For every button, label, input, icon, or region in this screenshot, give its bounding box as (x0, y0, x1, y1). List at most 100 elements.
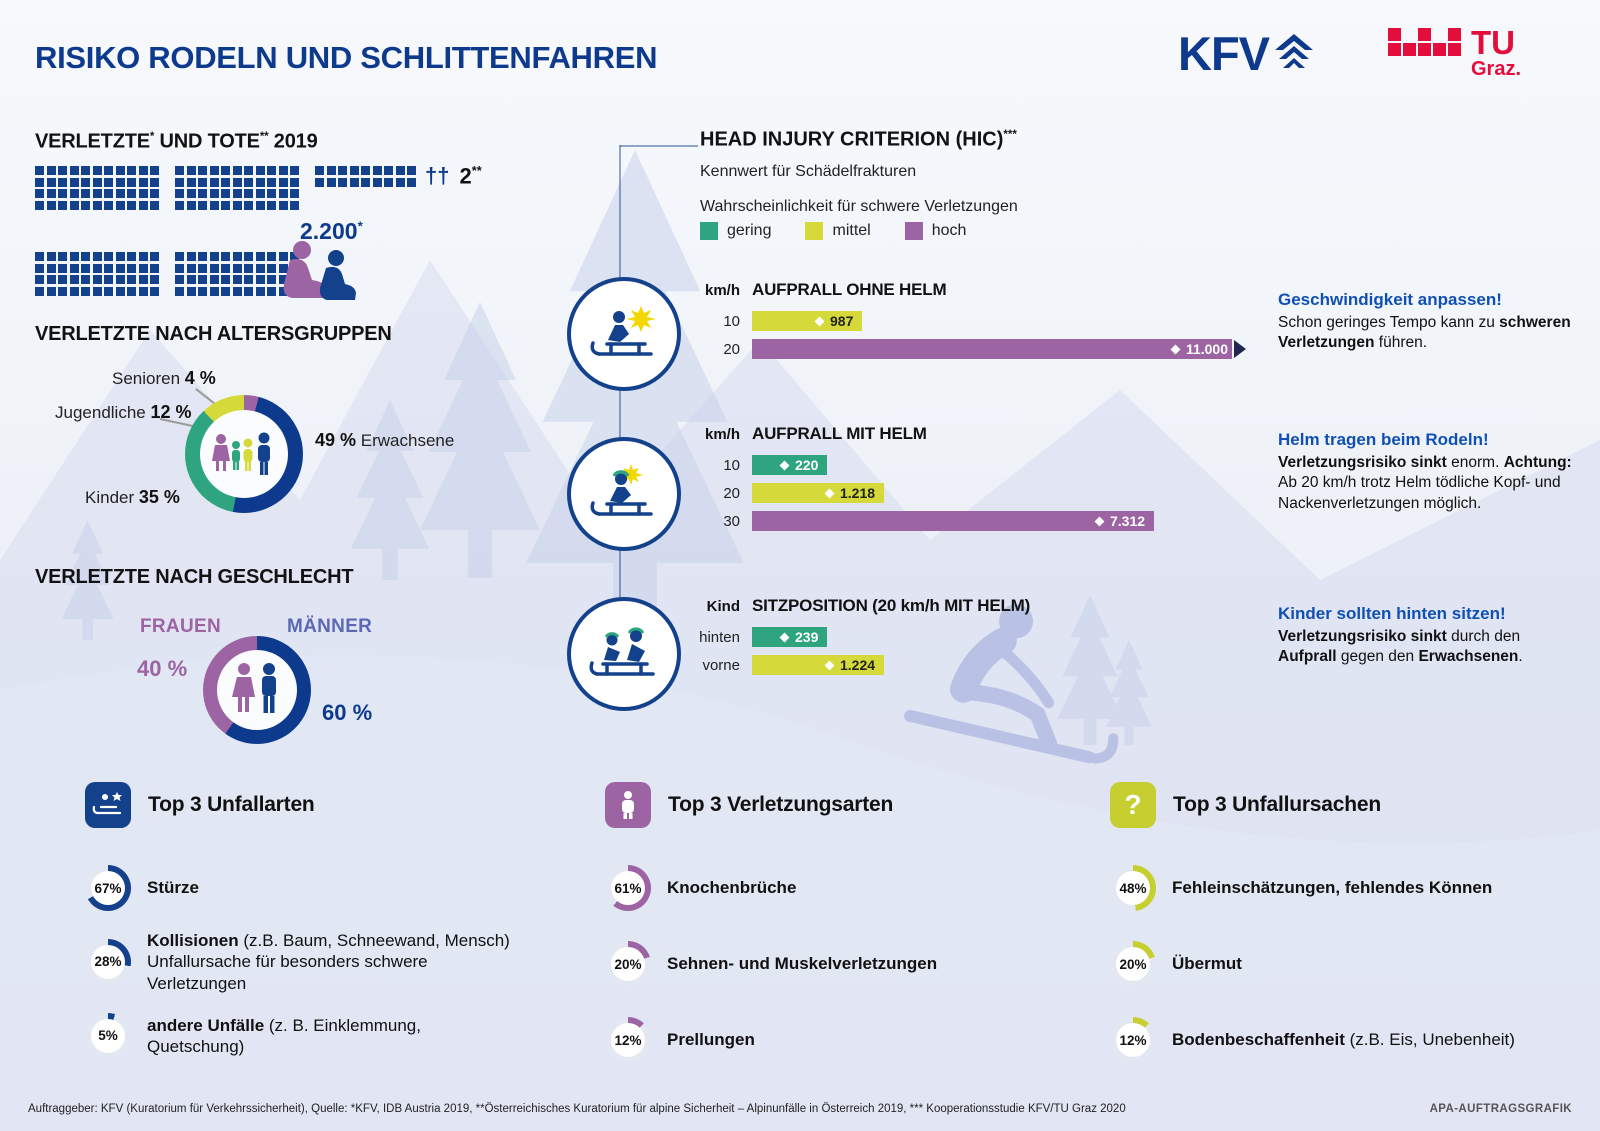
chart-title: AUFPRALL OHNE HELM (752, 280, 947, 299)
age-label-value: 35 % (138, 487, 180, 507)
item-text: andere Unfälle (z. B. Einklemmung, Quets… (147, 1015, 421, 1056)
legend-label: gering (727, 222, 772, 239)
list-item: 20% Übermut (1110, 941, 1580, 987)
question-mark-glyph: ? (1124, 789, 1142, 820)
percentage-ring: 20% (1110, 941, 1156, 987)
item-text: Prellungen (667, 1030, 755, 1050)
injured-person-icon (605, 782, 651, 828)
section-title: Top 3 Unfallarten (148, 793, 315, 816)
footnote-marker: ** (259, 130, 269, 143)
item-text: Stürze (147, 878, 199, 898)
source-credit: Auftraggeber: KFV (Kuratorium für Verkeh… (28, 1103, 1126, 1115)
legend-title: Wahrscheinlichkeit für schwere Verletzun… (700, 198, 1018, 215)
donut-hole (200, 410, 288, 498)
bar-row: hinten 239 (685, 627, 1252, 647)
bar-label: 10 (723, 312, 740, 330)
sled-accident-icon (85, 782, 131, 828)
deaths-count: †† 2** (425, 163, 482, 189)
list-item: 12% Prellungen (605, 1017, 1065, 1063)
frauen-value: 40 % (137, 656, 188, 681)
item-text: Kollisionen (z.B. Baum, Schneewand, Mens… (147, 931, 510, 993)
age-groups-donut-chart (185, 395, 303, 513)
bar (752, 655, 817, 675)
bar-label: 30 (723, 512, 740, 530)
sled-crash-no-helmet-icon (567, 277, 681, 391)
chart-title: SITZPOSITION (20 km/h MIT HELM) (752, 596, 1031, 615)
family-icon (212, 432, 270, 475)
chart-header: km/h AUFPRALL MIT HELM (685, 424, 1252, 444)
risk-legend: gering mittel hoch (700, 222, 966, 240)
overflow-arrow-icon (1234, 340, 1246, 358)
item-text: Übermut (1172, 954, 1242, 974)
bar-track: 987 (752, 311, 1252, 331)
kfv-logo-text: KFV (1178, 27, 1270, 80)
waffle-block (35, 166, 159, 210)
bar-value: 239 (772, 627, 828, 647)
kfv-logo: KFV (1178, 30, 1317, 77)
age-groups-heading: VERLETZTE NACH ALTERSGRUPPEN (35, 323, 392, 345)
bar (752, 627, 772, 647)
top3-accident-causes: ? Top 3 Unfallursachen 48% Fehleinschätz… (1110, 782, 1580, 1063)
donut-hole (217, 650, 297, 730)
note-adjust-speed: Geschwindigkeit anpassen! Schon geringes… (1278, 290, 1578, 354)
hic-subtitle: Kennwert für Schädelfrakturen (700, 163, 917, 180)
bar-track: 11.000 (752, 339, 1252, 359)
chart-header: km/h AUFPRALL OHNE HELM (685, 280, 1252, 300)
two-riders-sled-icon (567, 597, 681, 711)
casualties-heading-part: 2019 (268, 130, 318, 153)
age-label-text: Kinder (85, 488, 135, 507)
list-item: 48% Fehleinschätzungen, fehlendes Können (1110, 865, 1580, 911)
connector-line-horizontal (620, 145, 698, 147)
percentage-ring: 12% (1110, 1017, 1156, 1063)
bar-track: 1.218 (752, 483, 1252, 503)
seated-people-icon (283, 241, 356, 300)
snow-slope (0, 654, 1600, 1131)
bar: 11.000 (752, 339, 1232, 359)
legend-swatch-mittel (805, 222, 824, 240)
percentage-ring: 28% (85, 938, 131, 985)
casualties-heading-part: VERLETZTE (35, 130, 150, 153)
deaths-value: 2** (459, 163, 482, 189)
age-label-jugendliche: Jugendliche 12 % (55, 402, 192, 423)
legend-label: mittel (832, 222, 871, 239)
bar-value: 220 (772, 455, 828, 475)
legend-item-hoch: hoch (904, 222, 967, 240)
top3-accident-types: Top 3 Unfallarten 67% Stürze 28% Kollisi… (85, 782, 535, 1059)
age-label-erwachsene: 49 % Erwachsene (315, 430, 454, 451)
section-header: Top 3 Verletzungsarten (605, 782, 1065, 828)
note-title: Helm tragen beim Rodeln! (1278, 430, 1489, 449)
chart-title: AUFPRALL MIT HELM (752, 424, 927, 443)
percentage-ring: 61% (605, 865, 651, 911)
legend-item-gering: gering (700, 222, 771, 240)
bar-row: 20 11.000 (685, 339, 1252, 359)
note-body: Verletzungsrisiko sinkt enorm. Achtung: … (1278, 454, 1572, 512)
apa-credit: APA-AUFTRAGSGRAFIK (1429, 1103, 1572, 1115)
age-label-senioren: Senioren 4 % (112, 368, 216, 389)
list-item: 5% andere Unfälle (z. B. Einklemmung, Qu… (85, 1012, 535, 1059)
bar-label: hinten (699, 628, 740, 646)
bar-label: 20 (723, 340, 740, 358)
bar-track: 239 (752, 627, 1252, 647)
bar-value: 987 (807, 311, 863, 331)
legend-swatch-hoch (904, 222, 923, 240)
age-label-kinder: Kinder 35 % (85, 487, 180, 508)
list-item: 20% Sehnen- und Muskelverletzungen (605, 941, 1065, 987)
waffle-block (315, 166, 416, 187)
legend-label: hoch (931, 222, 967, 239)
bar-label: 20 (723, 484, 740, 502)
waffle-row-bottom (35, 252, 299, 296)
percentage-ring: 67% (85, 865, 131, 911)
woman-man-icon (232, 663, 276, 713)
note-title: Kinder sollten hinten sitzen! (1278, 604, 1506, 623)
hic-heading-text: HEAD INJURY CRITERION (HIC) (700, 128, 1004, 151)
maenner-label: MÄNNER (287, 616, 373, 637)
footnote-marker: * (149, 130, 155, 143)
tu-graz-logo: TU Graz. (1388, 26, 1521, 81)
note-title: Geschwindigkeit anpassen! (1278, 290, 1502, 309)
item-text: Sehnen- und Muskelverletzungen (667, 954, 938, 974)
section-title: Top 3 Unfallursachen (1173, 793, 1381, 816)
note-children-sit-behind: Kinder sollten hinten sitzen! Verletzung… (1278, 604, 1578, 668)
bar-row: 30 7.312 (685, 511, 1252, 531)
bar (752, 455, 772, 475)
item-text: Fehleinschätzungen, fehlendes Können (1172, 878, 1493, 898)
